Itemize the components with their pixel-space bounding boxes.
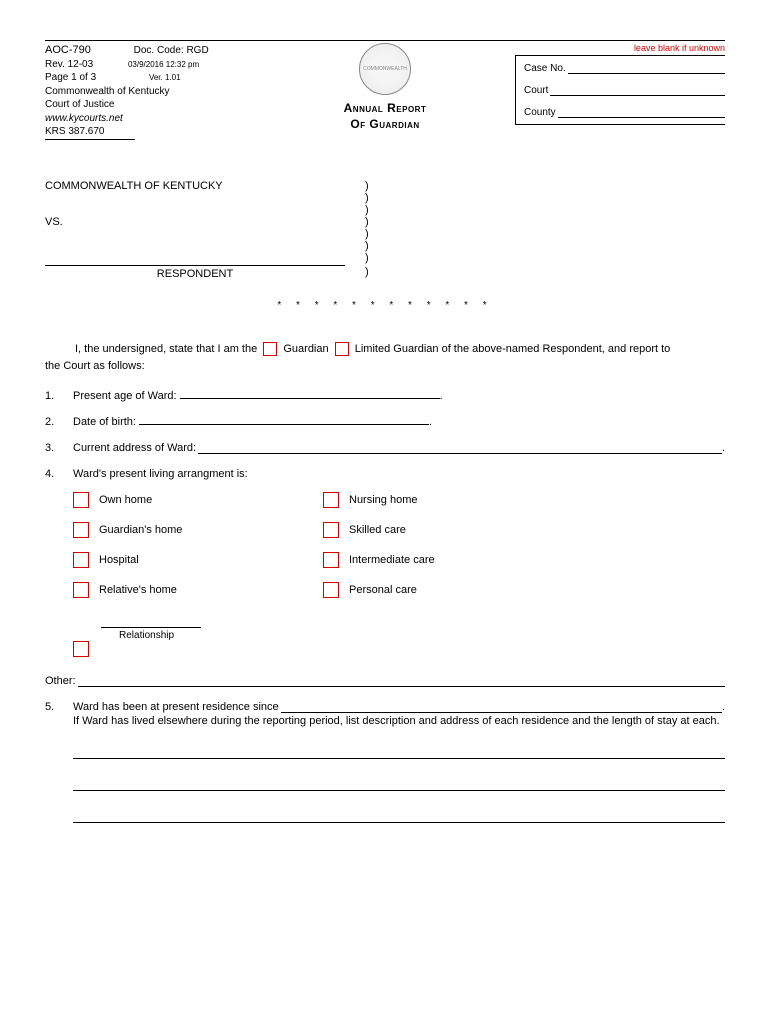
top-rule — [45, 40, 725, 41]
paren: ) — [365, 204, 375, 216]
paren: ) — [365, 240, 375, 252]
item-2: 2. Date of birth: . — [45, 416, 725, 428]
relatives-home-checkbox[interactable] — [73, 582, 89, 598]
guardian-label: Guardian — [283, 343, 328, 355]
timestamp: 03/9/2016 12:32 pm — [128, 60, 199, 69]
item-3: 3. Current address of Ward: . — [45, 442, 725, 454]
intermediate-care-checkbox[interactable] — [323, 552, 339, 568]
paren: ) — [365, 252, 375, 266]
own-home-label: Own home — [99, 494, 152, 506]
intro-paragraph: I, the undersigned, state that I am the … — [45, 341, 725, 376]
guardian-checkbox[interactable] — [263, 342, 277, 356]
q2-label: Date of birth: — [73, 416, 136, 428]
org-line-1: Commonwealth of Kentucky — [45, 85, 255, 99]
nursing-home-label: Nursing home — [349, 494, 417, 506]
nursing-home-checkbox[interactable] — [323, 492, 339, 508]
case-caption: COMMONWEALTH OF KENTUCKY) ) ) VS.) ) ) )… — [45, 180, 725, 280]
num-1: 1. — [45, 390, 73, 402]
doc-code: Doc. Code: RGD — [134, 44, 209, 58]
residence-line-3[interactable] — [73, 809, 725, 823]
form-number: AOC-790 — [45, 44, 91, 56]
leave-blank-note: leave blank if unknown — [515, 43, 725, 53]
num-4: 4. — [45, 468, 73, 480]
other-label: Other: — [45, 675, 76, 687]
county-label: County — [524, 107, 556, 118]
limited-guardian-checkbox[interactable] — [335, 342, 349, 356]
version: Ver. 1.01 — [149, 73, 181, 82]
item-4: 4. Ward's present living arrangment is: — [45, 468, 725, 480]
q5b-text: If Ward has lived elsewhere during the r… — [73, 715, 725, 727]
vs-text: VS. — [45, 216, 365, 228]
num-5: 5. — [45, 701, 73, 823]
relationship-block: Relationship — [101, 616, 725, 641]
item-5: 5. Ward has been at present residence si… — [45, 701, 725, 823]
county-input[interactable] — [558, 106, 725, 118]
other-checkbox-row — [73, 641, 725, 657]
krs-ref: KRS 387.670 — [45, 125, 135, 140]
court-input[interactable] — [550, 84, 725, 96]
residence-since-input[interactable] — [281, 701, 722, 713]
living-arrangement-options: Own home Guardian's home Hospital Relati… — [73, 492, 725, 612]
paren: ) — [365, 228, 375, 240]
respondent-name-input[interactable] — [45, 252, 345, 266]
living-col-right: Nursing home Skilled care Intermediate c… — [323, 492, 573, 612]
header-center: COMMONWEALTH Annual Report Of Guardian — [255, 43, 515, 132]
paren: ) — [365, 216, 375, 228]
residence-line-2[interactable] — [73, 777, 725, 791]
q1-label: Present age of Ward: — [73, 390, 177, 402]
relationship-input[interactable] — [101, 616, 201, 628]
living-col-left: Own home Guardian's home Hospital Relati… — [73, 492, 323, 612]
hospital-label: Hospital — [99, 554, 139, 566]
form-title-1: Annual Report — [255, 101, 515, 117]
q3-label: Current address of Ward: — [73, 442, 196, 454]
paren: ) — [365, 192, 375, 204]
skilled-care-label: Skilled care — [349, 524, 406, 536]
separator-asterisks: * * * * * * * * * * * * — [45, 300, 725, 311]
intro-suffix: the Court as follows: — [45, 358, 725, 376]
case-info-box: Case No. Court County — [515, 55, 725, 125]
guardians-home-label: Guardian's home — [99, 524, 182, 536]
intro-prefix: I, the undersigned, state that I am the — [75, 343, 257, 355]
respondent-label: RESPONDENT — [45, 268, 345, 280]
personal-care-checkbox[interactable] — [323, 582, 339, 598]
other-input[interactable] — [78, 675, 725, 687]
age-input[interactable] — [180, 398, 440, 399]
header: AOC-790 Doc. Code: RGD Rev. 12-03 03/9/2… — [45, 43, 725, 140]
website: www.kycourts.net — [45, 112, 255, 126]
guardians-home-checkbox[interactable] — [73, 522, 89, 538]
q4-label: Ward's present living arrangment is: — [73, 468, 248, 480]
paren: ) — [365, 180, 375, 192]
own-home-checkbox[interactable] — [73, 492, 89, 508]
hospital-checkbox[interactable] — [73, 552, 89, 568]
skilled-care-checkbox[interactable] — [323, 522, 339, 538]
relatives-home-label: Relative's home — [99, 584, 177, 596]
other-row: Other: — [45, 675, 725, 687]
limited-guardian-label: Limited Guardian of the above-named Resp… — [355, 343, 671, 355]
intermediate-care-label: Intermediate care — [349, 554, 435, 566]
item-1: 1. Present age of Ward: . — [45, 390, 725, 402]
residence-line-1[interactable] — [73, 745, 725, 759]
case-no-input[interactable] — [568, 62, 725, 74]
dob-input[interactable] — [139, 424, 429, 425]
org-line-2: Court of Justice — [45, 98, 255, 112]
paren: ) — [365, 266, 375, 280]
address-input[interactable] — [198, 442, 722, 454]
revision: Rev. 12-03 — [45, 59, 93, 70]
court-label: Court — [524, 85, 548, 96]
q5a-label: Ward has been at present residence since — [73, 701, 279, 713]
header-right: leave blank if unknown Case No. Court Co… — [515, 43, 725, 125]
relationship-label: Relationship — [119, 630, 725, 641]
num-3: 3. — [45, 442, 73, 454]
personal-care-label: Personal care — [349, 584, 417, 596]
form-title-2: Of Guardian — [255, 117, 515, 133]
num-2: 2. — [45, 416, 73, 428]
case-no-label: Case No. — [524, 63, 566, 74]
header-left: AOC-790 Doc. Code: RGD Rev. 12-03 03/9/2… — [45, 43, 255, 140]
commonwealth-text: COMMONWEALTH OF KENTUCKY — [45, 180, 365, 192]
other-checkbox[interactable] — [73, 641, 89, 657]
page-indicator: Page 1 of 3 — [45, 72, 96, 83]
court-seal-icon: COMMONWEALTH — [359, 43, 411, 95]
